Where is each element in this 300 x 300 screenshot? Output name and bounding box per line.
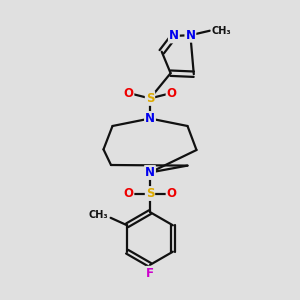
- Text: O: O: [167, 86, 177, 100]
- Text: N: N: [169, 29, 179, 42]
- Text: O: O: [123, 86, 134, 100]
- Text: CH₃: CH₃: [212, 26, 231, 36]
- Text: N: N: [185, 29, 195, 42]
- Text: N: N: [145, 166, 155, 179]
- Text: S: S: [146, 92, 154, 105]
- Text: F: F: [146, 267, 154, 280]
- Text: S: S: [146, 187, 154, 200]
- Text: N: N: [145, 112, 155, 125]
- Text: CH₃: CH₃: [88, 210, 108, 220]
- Text: O: O: [167, 187, 177, 200]
- Text: O: O: [123, 187, 134, 200]
